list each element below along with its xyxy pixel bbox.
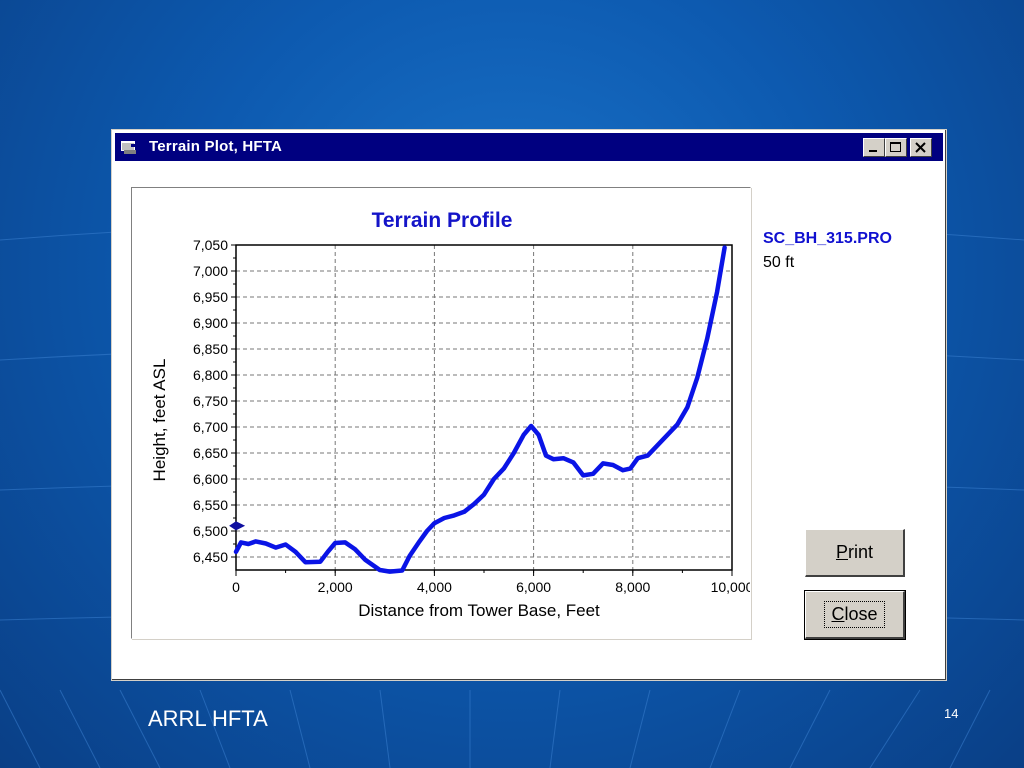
maximize-icon [890,142,901,152]
y-tick-label: 6,500 [193,523,228,539]
y-tick-label: 6,600 [193,471,228,487]
antenna-height-label: 50 ft [763,254,795,271]
x-tick-label: 4,000 [417,579,452,595]
minimize-button[interactable] [863,138,885,157]
slide-footer: ARRL HFTA [148,706,268,731]
minimize-icon [869,150,877,152]
terrain-plot-window: Terrain Plot, HFTA Terrain Profile 6,450… [111,129,947,681]
y-tick-label: 6,950 [193,289,228,305]
x-tick-label: 0 [232,579,240,595]
y-tick-label: 6,450 [193,549,228,565]
series [229,245,727,574]
tower-marker [229,521,246,531]
close-icon [915,142,926,153]
y-tick-label: 6,550 [193,497,228,513]
terrain-profile-line [233,245,727,574]
print-accelerator: P [835,542,848,562]
y-tick-label: 6,700 [193,419,228,435]
profile-file-name: SC_BH_315.PRO [763,230,892,247]
y-tick-label: 6,650 [193,445,228,461]
chart-panel: Terrain Profile 6,450 6,500 6,550 6,600 6,65… [131,187,751,639]
print-label: rint [848,542,874,562]
y-tick-label: 6,800 [193,367,228,383]
close-button[interactable]: Close [804,590,906,640]
title-bar[interactable]: Terrain Plot, HFTA [115,133,943,161]
y-tick-label: 6,850 [193,341,228,357]
close-window-button[interactable] [910,138,932,157]
close-accelerator: C [831,604,845,624]
y-tick-label: 6,750 [193,393,228,409]
y-tick-label: 6,900 [193,315,228,331]
y-tick-label: 7,050 [193,237,228,253]
maximize-button[interactable] [885,138,907,157]
print-button[interactable]: Print [805,529,905,577]
x-tick-label: 2,000 [318,579,353,595]
x-tick-label: 8,000 [615,579,650,595]
x-tick-label: 10,000 [711,579,750,595]
x-axis-label: Distance from Tower Base, Feet [358,601,600,620]
tick-labels: 6,450 6,500 6,550 6,600 6,650 6,700 6,750 6,800… [193,237,750,595]
y-axis-label: Height, feet ASL [150,359,169,482]
window-title: Terrain Plot, HFTA [149,138,283,155]
chart-title: Terrain Profile [372,209,513,232]
x-tick-label: 6,000 [516,579,551,595]
terrain-profile-chart: Terrain Profile 6,450 6,500 6,550 6,600 6,65… [150,209,750,620]
close-label: lose [844,604,878,624]
app-icon [121,141,136,154]
plot-border [235,244,733,571]
y-tick-label: 7,000 [193,263,228,279]
grid [235,244,733,570]
axes [231,244,733,576]
slide-page-number: 14 [944,706,959,721]
